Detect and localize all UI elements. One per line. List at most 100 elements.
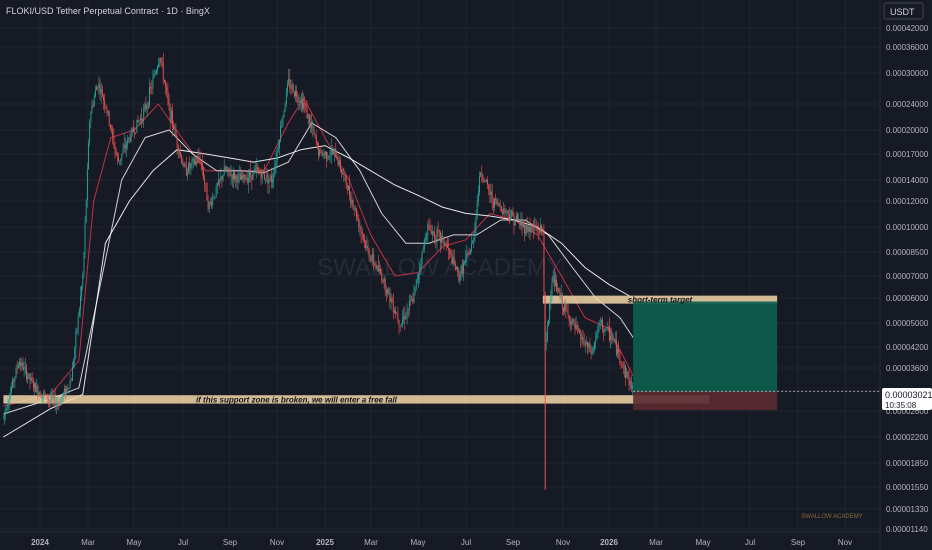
zone-rect-1[interactable]: [542, 295, 778, 304]
candle-486: [561, 292, 563, 316]
candle-239: [277, 139, 279, 153]
candle-12: [16, 360, 18, 375]
candle-115: [135, 132, 137, 135]
candle-530: [612, 332, 614, 344]
candle-13: [17, 362, 19, 369]
candle-442: [511, 209, 513, 220]
candle-472: [545, 332, 547, 351]
candle-511: [590, 345, 592, 360]
candle-247: [287, 79, 288, 97]
candle-474: [548, 319, 549, 327]
candle-21: [27, 372, 28, 384]
candle-124: [145, 96, 147, 113]
candle-512: [591, 346, 593, 356]
candle-465: [537, 222, 539, 241]
candle-201: [234, 169, 235, 183]
candle-422: [488, 183, 490, 196]
candle-25: [31, 372, 33, 383]
candle-508: [587, 341, 589, 355]
candle-347: [402, 310, 403, 329]
time-axis[interactable]: 2024 Mar May Jul Sep Nov 2025 Mar May Jul Sep Nov 20…: [0, 531, 880, 547]
candle-59: [70, 377, 72, 382]
candle-159: [185, 156, 187, 177]
candle-470: [543, 223, 545, 296]
candle-402: [465, 249, 467, 265]
candle-37: [45, 393, 47, 395]
y-tick-label: 0.00001550: [886, 483, 929, 492]
price-axis[interactable]: 0.00042000 0.00036000 0.00030000 0.00024000…: [879, 0, 929, 550]
candle-488: [564, 300, 566, 315]
candle-32: [39, 390, 41, 397]
candle-279: [323, 151, 325, 160]
candle-349: [404, 305, 406, 330]
candle-222: [258, 166, 260, 175]
candle-293: [339, 156, 341, 173]
candle-395: [457, 265, 459, 277]
candle-30: [37, 383, 39, 400]
candle-193: [224, 165, 226, 172]
candle-170: [198, 147, 200, 164]
candle-517: [597, 324, 599, 339]
candle-50: [60, 397, 62, 406]
candle-445: [514, 218, 516, 226]
candle-299: [346, 182, 348, 195]
candle-143: [167, 82, 169, 106]
candle-156: [182, 158, 184, 166]
position-loss-zone: [633, 391, 778, 410]
candle-45: [54, 388, 56, 411]
candle-403: [466, 245, 468, 267]
candle-83: [98, 76, 100, 96]
candle-454: [525, 224, 526, 237]
candle-225: [261, 169, 263, 184]
candle-255: [296, 85, 298, 103]
candle-191: [222, 173, 224, 182]
candle-87: [103, 94, 104, 110]
candle-487: [563, 306, 564, 316]
y-tick-label: 0.00012000: [886, 197, 929, 206]
candle-29: [36, 378, 38, 394]
candle-490: [566, 303, 568, 312]
candle-52: [62, 392, 64, 402]
candle-501: [579, 327, 580, 334]
candle-464: [536, 220, 538, 235]
candle-336: [389, 287, 391, 309]
candle-102: [120, 158, 122, 166]
candle-322: [373, 247, 375, 270]
candle-246: [285, 87, 287, 108]
chart-title: FLOKI/USD Tether Perpetual Contract · 1D…: [6, 6, 210, 16]
y-tick-label: 0.00010000: [886, 223, 929, 232]
candle-264: [306, 100, 308, 119]
candle-458: [529, 217, 531, 241]
zone-label-2: if this support zone is broken, we will …: [196, 395, 398, 404]
zone-rect-2[interactable]: [3, 395, 710, 404]
candle-420: [486, 178, 487, 183]
candle-401: [464, 260, 465, 266]
candle-202: [235, 174, 237, 188]
candle-456: [527, 216, 529, 234]
candle-14: [19, 358, 20, 369]
candle-187: [218, 171, 219, 186]
candle-103: [121, 153, 123, 166]
candle-372: [430, 224, 432, 235]
candle-123: [144, 101, 146, 112]
candle-451: [521, 212, 523, 236]
candle-478: [552, 269, 554, 283]
candle-168: [196, 157, 198, 168]
candle-262: [304, 96, 306, 114]
currency-button[interactable]: USDT: [883, 2, 924, 20]
candle-335: [388, 286, 390, 296]
candle-415: [480, 171, 482, 177]
candle-34: [42, 394, 43, 405]
candle-431: [498, 202, 500, 208]
candle-10: [14, 376, 16, 389]
candle-371: [429, 219, 431, 232]
candle-310: [359, 219, 361, 237]
candle-100: [118, 152, 119, 162]
candle-49: [59, 398, 61, 408]
zones: [3, 295, 778, 404]
candle-219: [254, 162, 256, 172]
candle-72: [85, 199, 87, 224]
position-tool[interactable]: [633, 301, 778, 410]
candle-538: [621, 361, 623, 369]
candle-69: [82, 271, 84, 291]
